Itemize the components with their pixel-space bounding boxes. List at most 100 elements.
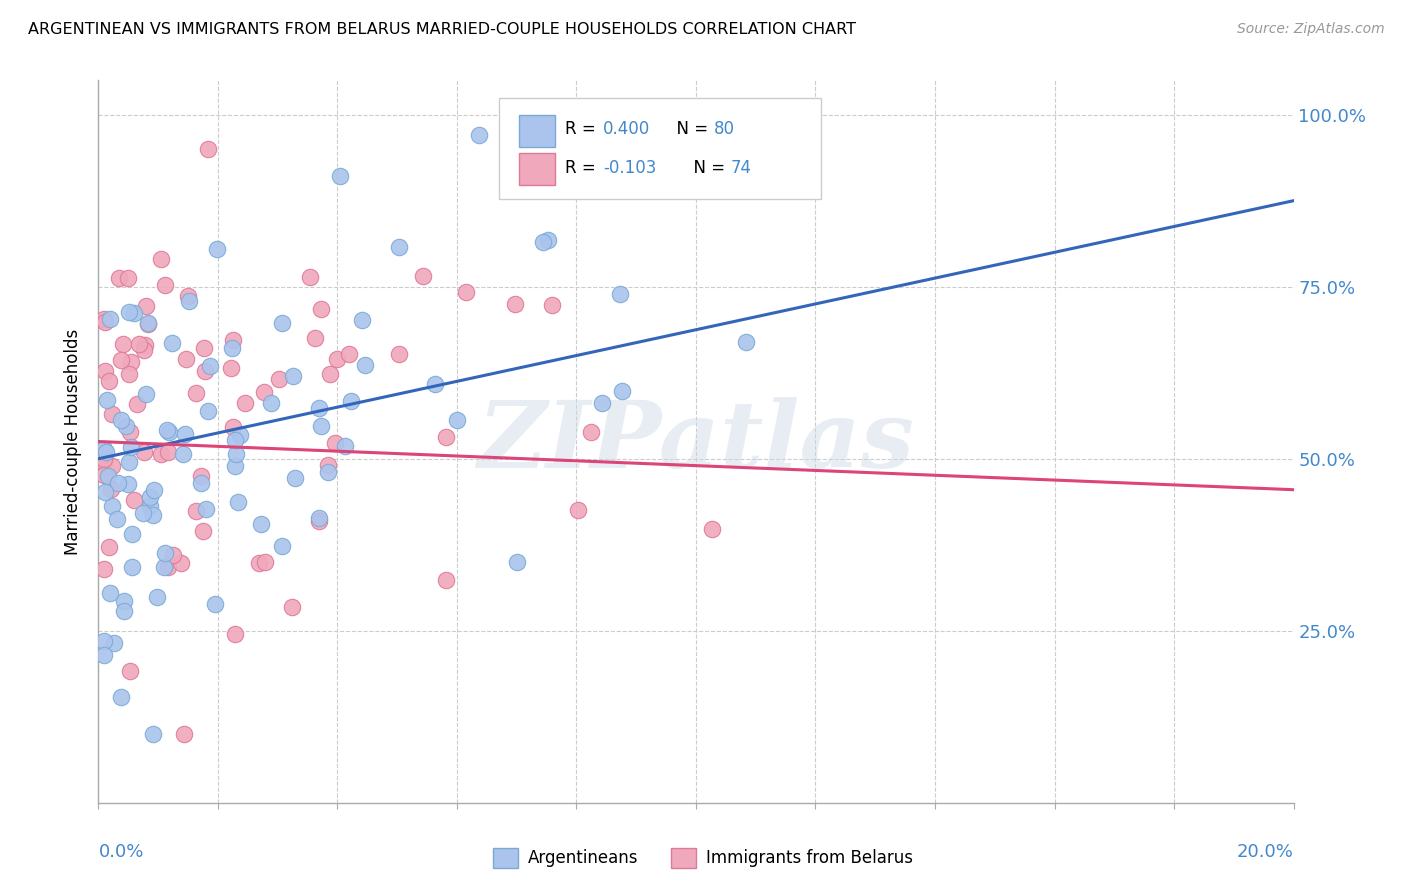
Text: 80: 80	[714, 120, 735, 138]
Text: N =: N =	[666, 120, 713, 138]
Point	[143, 483, 166, 497]
Point	[193, 524, 215, 539]
Point	[93, 648, 115, 663]
FancyBboxPatch shape	[519, 153, 555, 185]
Point	[139, 499, 162, 513]
Point	[284, 471, 307, 485]
Point	[259, 395, 281, 409]
Point	[323, 436, 346, 450]
Point	[388, 240, 411, 254]
Text: R =: R =	[565, 120, 600, 138]
Point	[226, 495, 249, 509]
Point	[198, 359, 221, 373]
Point	[94, 315, 117, 329]
Point	[153, 560, 176, 574]
Point	[93, 452, 115, 467]
Point	[254, 555, 277, 569]
Point	[117, 270, 139, 285]
Point	[309, 301, 332, 316]
Point	[184, 504, 207, 518]
Point	[567, 503, 589, 517]
Point	[103, 636, 125, 650]
Point	[224, 433, 246, 447]
Point	[112, 604, 135, 618]
Point	[179, 294, 201, 309]
Point	[157, 425, 180, 439]
Point	[531, 235, 554, 250]
Point	[270, 539, 292, 553]
Point	[225, 447, 247, 461]
Point	[204, 597, 226, 611]
Point	[221, 341, 243, 355]
Point	[122, 306, 145, 320]
Point	[112, 594, 135, 608]
Point	[197, 404, 219, 418]
Point	[135, 387, 157, 401]
Point	[97, 469, 120, 483]
Point	[222, 420, 245, 434]
Point	[111, 337, 134, 351]
Point	[128, 337, 150, 351]
Point	[581, 425, 603, 440]
Point	[233, 396, 256, 410]
Point	[155, 423, 177, 437]
Point	[156, 445, 179, 459]
Point	[135, 300, 157, 314]
Point	[118, 425, 141, 440]
Point	[304, 331, 326, 345]
Point	[149, 447, 172, 461]
Point	[308, 511, 330, 525]
Point	[177, 289, 200, 303]
Point	[120, 355, 142, 369]
Point	[308, 514, 330, 528]
Point	[337, 347, 360, 361]
Point	[423, 377, 446, 392]
Point	[224, 459, 246, 474]
Point	[117, 367, 139, 381]
Y-axis label: Married-couple Households: Married-couple Households	[65, 328, 83, 555]
Text: R =: R =	[565, 160, 600, 178]
Point	[132, 445, 155, 459]
Point	[101, 458, 124, 473]
Point	[468, 128, 491, 143]
Point	[316, 465, 339, 479]
Point	[170, 556, 193, 570]
Point	[702, 522, 724, 536]
Point	[93, 467, 115, 482]
Point	[120, 440, 142, 454]
Text: ZIPatlas: ZIPatlas	[478, 397, 914, 486]
Point	[132, 343, 155, 357]
Point	[319, 367, 342, 381]
Point	[173, 727, 195, 741]
Point	[153, 278, 176, 293]
Point	[105, 512, 128, 526]
Point	[121, 559, 143, 574]
Point	[316, 458, 339, 472]
Point	[139, 490, 162, 504]
Point	[267, 372, 290, 386]
Point	[283, 369, 305, 384]
Point	[134, 338, 156, 352]
Point	[541, 298, 564, 312]
Point	[149, 252, 172, 267]
Point	[118, 665, 141, 679]
Text: 0.400: 0.400	[603, 120, 650, 138]
Point	[224, 627, 246, 641]
Point	[195, 502, 218, 516]
Point	[186, 386, 208, 401]
Point	[456, 285, 478, 299]
Point	[340, 394, 363, 409]
Point	[98, 540, 121, 554]
Point	[537, 233, 560, 247]
Point	[94, 445, 117, 459]
Point	[311, 419, 333, 434]
Point	[174, 427, 197, 442]
Point	[100, 482, 122, 496]
Point	[153, 546, 176, 560]
Point	[117, 477, 139, 491]
Point	[434, 430, 457, 444]
Point	[125, 396, 148, 410]
Text: 0.0%: 0.0%	[98, 843, 143, 861]
Text: -0.103: -0.103	[603, 160, 657, 178]
Point	[388, 347, 411, 361]
